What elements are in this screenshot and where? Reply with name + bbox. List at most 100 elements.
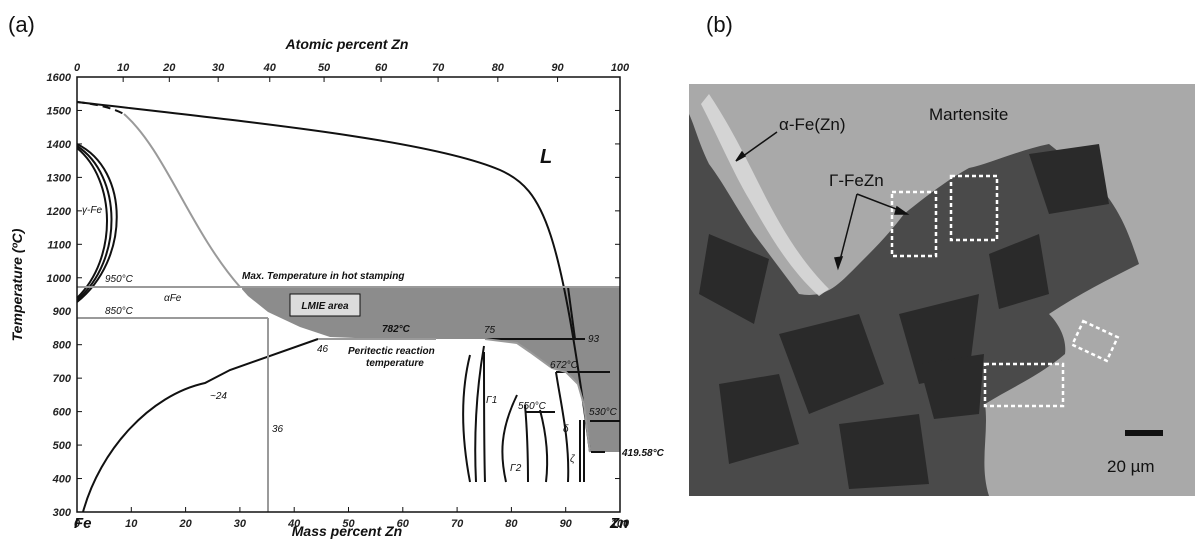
x-tick-label: 50 [342,518,355,530]
alpha-solvus-grey [123,113,241,288]
top-tick-label: 70 [432,62,445,74]
y-tick-label: 800 [53,340,72,352]
peritectic-label-2: temperature [366,358,424,369]
liquid-label: L [540,146,552,168]
x-tick-label: 70 [451,518,464,530]
t950-label: 950°C [105,274,134,285]
zeta-label: ζ [570,454,576,465]
gamma1-right2 [483,351,486,483]
fe-zn-phase-diagram: 3004005006007008009001000110012001300140… [9,36,665,539]
scale-bar [1125,430,1163,436]
y-tick-labels: 300 400 500 600 700 800 900 1000 1100 1200 1300 140… [47,72,72,519]
c93-label: 93 [588,334,600,345]
zn-label: Zn [609,515,628,532]
alpha-fezn-label: α-Fe(Zn) [779,115,846,134]
y-tick-label: 1100 [47,239,72,251]
gamma-loop-mid [76,145,113,301]
dashed-liquidus [76,101,125,115]
top-tick-label: 40 [263,62,277,74]
t782-label: 782°C [382,324,411,335]
t850-label: 850°C [105,306,134,317]
top-tick-label: 30 [212,62,225,74]
top-tick-label: 50 [318,62,331,74]
dotted-box-2 [949,174,999,242]
grey-lines [77,113,620,512]
y-tick-label: 1000 [47,273,72,285]
lmie-box [289,293,361,317]
gamma-fezn-label: Γ-FeZn [829,171,884,190]
top-tick-label: 10 [117,62,130,74]
y-tick-label: 300 [53,507,72,519]
c46-label: 46 [317,344,329,355]
phase-boundaries [76,101,620,513]
y-axis-title: Temperature (ºC) [9,228,25,341]
x-tick-label: 10 [125,518,138,530]
gamma2-r2 [539,409,549,483]
alpha-fezn-rim [701,94,829,296]
alpha-fe-label: αFe [164,293,182,304]
top-tick-label: 80 [492,62,505,74]
arrows [735,131,910,271]
gamma1-right [474,345,485,483]
top-tick-labels: 0 10 20 30 40 50 60 70 80 90 100 [74,62,630,74]
gamma-loop-outer [76,143,118,303]
t419-label: 419.58°C [621,448,665,459]
solvus-left [82,338,319,513]
lmie-label: LMIE area [301,301,349,312]
scale-bar-label: 20 µm [1107,457,1155,476]
gamma-loop-inner [76,147,108,299]
t530-label: 530°C [589,407,618,418]
plot-frame [76,76,621,513]
x-tick-label: 60 [397,518,410,530]
max-temp-label: Max. Temperature in hot stamping [242,271,404,282]
x-tick-label: 80 [505,518,518,530]
t550-label: 550°C [518,401,547,412]
c36-label: 36 [272,424,284,435]
dotted-box-4 [1070,319,1120,363]
t672-label: 672°C [550,360,579,371]
panel-b-label: (b) [706,12,733,37]
liquidus-to-zn [567,286,576,340]
panel-a-label: (a) [8,12,35,37]
y-tick-label: 600 [53,407,72,419]
delta-left [555,371,570,483]
x-tick-labels: 0 10 20 30 40 50 60 70 80 90 100 [74,518,630,530]
gamma-boundary-grey [484,338,591,453]
dark-fragments [699,144,1109,489]
gamma-fe-label: γ-Fe [82,205,102,216]
gamma2-label: Γ2 [510,463,522,474]
y-tick-label: 1600 [47,72,72,84]
y-tick-label: 400 [52,474,72,486]
alpha-fe-white-region [77,287,242,318]
x-tick-label: 20 [178,518,192,530]
x-tick-label: 40 [287,518,301,530]
dotted-box-1 [890,190,938,258]
top-tick-label: 90 [551,62,564,74]
c24-label: ~24 [210,391,227,402]
sem-micrograph: Martensite α-Fe(Zn) Γ-FeZn 20 µm [689,84,1195,496]
martensite-region [689,84,1195,496]
liquidus-curve [76,101,591,453]
y-tick-label: 1300 [47,172,72,184]
top-tick-label: 20 [162,62,176,74]
bottom-axis-title: Mass percent Zn [292,523,402,539]
top-axis-title: Atomic percent Zn [285,36,409,52]
y-tick-label: 1500 [47,105,72,117]
gamma2-left [501,394,518,483]
lmie-shaded-region [240,287,620,452]
y-tick-label: 500 [53,440,72,452]
gamma2-right [524,404,529,483]
y-tick-label: 700 [53,373,72,385]
top-tick-label: 60 [375,62,388,74]
y-tick-label: 900 [53,306,72,318]
gamma1-left [462,354,471,483]
top-tick-label: 100 [611,62,630,74]
y-tick-label: 1400 [47,139,72,151]
top-tick-label: 0 [74,62,81,74]
peritectic-label-1: Peritectic reaction [348,346,435,357]
x-tick-label: 30 [234,518,247,530]
x-tick-label: 100 [611,518,630,530]
fe-label: Fe [74,515,92,532]
x-tick-label: 90 [560,518,573,530]
x-tick-label: 0 [74,518,81,530]
